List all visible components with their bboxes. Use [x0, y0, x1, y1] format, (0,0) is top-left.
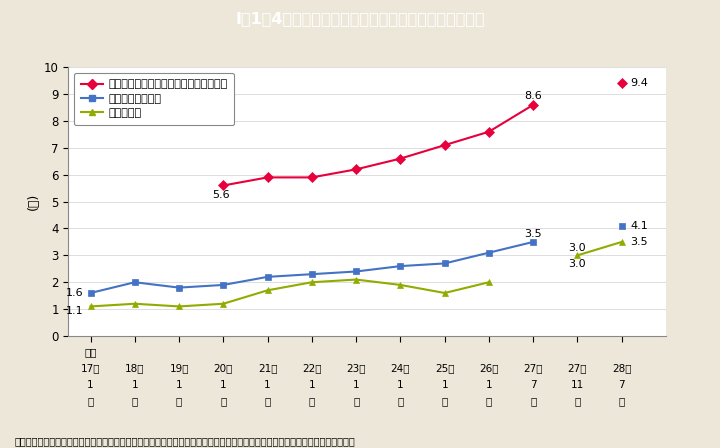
Text: 5.6: 5.6 [212, 190, 230, 200]
Text: 3.0: 3.0 [569, 243, 586, 253]
国の地方機関課長・本省課長補佐相当職 [485, 129, 493, 134]
Text: （備考）内閣官房内閣人事局「女性国家公務員の登用状況及び国家公務員の育児休業等の取得状況のフォローアップ」より作成。: （備考）内閣官房内閣人事局「女性国家公務員の登用状況及び国家公務員の育児休業等の… [14, 436, 355, 446]
Text: 7: 7 [530, 380, 536, 390]
Text: 平成: 平成 [84, 347, 96, 357]
Text: 1: 1 [132, 380, 138, 390]
Text: 月: 月 [309, 396, 315, 406]
Text: 1: 1 [87, 380, 94, 390]
指定職相当 [219, 301, 228, 306]
Text: I－1－4図　役職段階別国家公務員の女性の割合の推移: I－1－4図 役職段階別国家公務員の女性の割合の推移 [235, 11, 485, 26]
本省課室長相当職 [175, 285, 184, 290]
Text: 26年: 26年 [480, 363, 499, 373]
国の地方機関課長・本省課長補佐相当職 [396, 156, 405, 161]
Text: 1: 1 [441, 380, 448, 390]
Text: 月: 月 [220, 396, 227, 406]
指定職相当 [264, 288, 272, 293]
指定職相当 [396, 282, 405, 288]
Text: 25年: 25年 [435, 363, 454, 373]
指定職相当 [130, 301, 139, 306]
Text: 月: 月 [530, 396, 536, 406]
Text: 1.1: 1.1 [66, 306, 84, 316]
本省課室長相当職 [485, 250, 493, 255]
Text: 1: 1 [264, 380, 271, 390]
Text: 19年: 19年 [169, 363, 189, 373]
Text: 4.1: 4.1 [631, 221, 648, 231]
指定職相当 [86, 304, 95, 309]
Y-axis label: (％): (％) [27, 193, 40, 210]
Text: 月: 月 [486, 396, 492, 406]
指定職相当 [352, 277, 361, 282]
Text: 1: 1 [485, 380, 492, 390]
Text: 22年: 22年 [302, 363, 322, 373]
Text: 月: 月 [618, 396, 625, 406]
本省課室長相当職 [352, 269, 361, 274]
Text: 7: 7 [618, 380, 625, 390]
Text: 1: 1 [397, 380, 404, 390]
国の地方機関課長・本省課長補佐相当職 [264, 175, 272, 180]
Text: 11: 11 [571, 380, 584, 390]
Text: 月: 月 [397, 396, 403, 406]
Text: 1.6: 1.6 [66, 288, 84, 298]
指定職相当 [175, 304, 184, 309]
Line: 指定職相当: 指定職相当 [87, 276, 492, 310]
Text: 3.5: 3.5 [524, 229, 542, 239]
Text: 月: 月 [575, 396, 580, 406]
本省課室長相当職 [529, 239, 538, 245]
本省課室長相当職 [86, 290, 95, 296]
Text: 28年: 28年 [612, 363, 631, 373]
Text: 1: 1 [353, 380, 359, 390]
指定職相当 [485, 280, 493, 285]
Text: 3.5: 3.5 [631, 237, 648, 247]
本省課室長相当職 [307, 271, 316, 277]
Text: 17年: 17年 [81, 363, 100, 373]
国の地方機関課長・本省課長補佐相当職 [219, 183, 228, 188]
Text: 3.0: 3.0 [569, 259, 586, 269]
Text: 月: 月 [132, 396, 138, 406]
Text: 23年: 23年 [346, 363, 366, 373]
本省課室長相当職 [441, 261, 449, 266]
指定職相当 [307, 280, 316, 285]
本省課室長相当職 [264, 274, 272, 280]
Text: 21年: 21年 [258, 363, 277, 373]
Text: 27年: 27年 [523, 363, 543, 373]
国の地方機関課長・本省課長補佐相当職 [307, 175, 316, 180]
Text: 月: 月 [441, 396, 448, 406]
国の地方機関課長・本省課長補佐相当職 [441, 142, 449, 148]
Text: 月: 月 [87, 396, 94, 406]
国の地方機関課長・本省課長補佐相当職 [529, 102, 538, 108]
Legend: 国の地方機関課長・本省課長補佐相当職, 本省課室長相当職, 指定職相当: 国の地方機関課長・本省課長補佐相当職, 本省課室長相当職, 指定職相当 [74, 73, 234, 125]
国の地方機関課長・本省課長補佐相当職 [352, 167, 361, 172]
Text: 20年: 20年 [214, 363, 233, 373]
Text: 月: 月 [176, 396, 182, 406]
Text: 1: 1 [176, 380, 182, 390]
Text: 9.4: 9.4 [631, 78, 649, 88]
Text: 8.6: 8.6 [524, 91, 542, 101]
Text: 18年: 18年 [125, 363, 145, 373]
Text: 月: 月 [264, 396, 271, 406]
Line: 本省課室長相当職: 本省課室長相当職 [87, 238, 536, 297]
Text: 24年: 24年 [391, 363, 410, 373]
本省課室長相当職 [130, 280, 139, 285]
Text: 27年: 27年 [567, 363, 588, 373]
Text: 1: 1 [309, 380, 315, 390]
Text: 月: 月 [353, 396, 359, 406]
Line: 国の地方機関課長・本省課長補佐相当職: 国の地方機関課長・本省課長補佐相当職 [220, 101, 536, 189]
Text: 1: 1 [220, 380, 227, 390]
本省課室長相当職 [396, 263, 405, 269]
指定職相当 [441, 290, 449, 296]
本省課室長相当職 [219, 282, 228, 288]
